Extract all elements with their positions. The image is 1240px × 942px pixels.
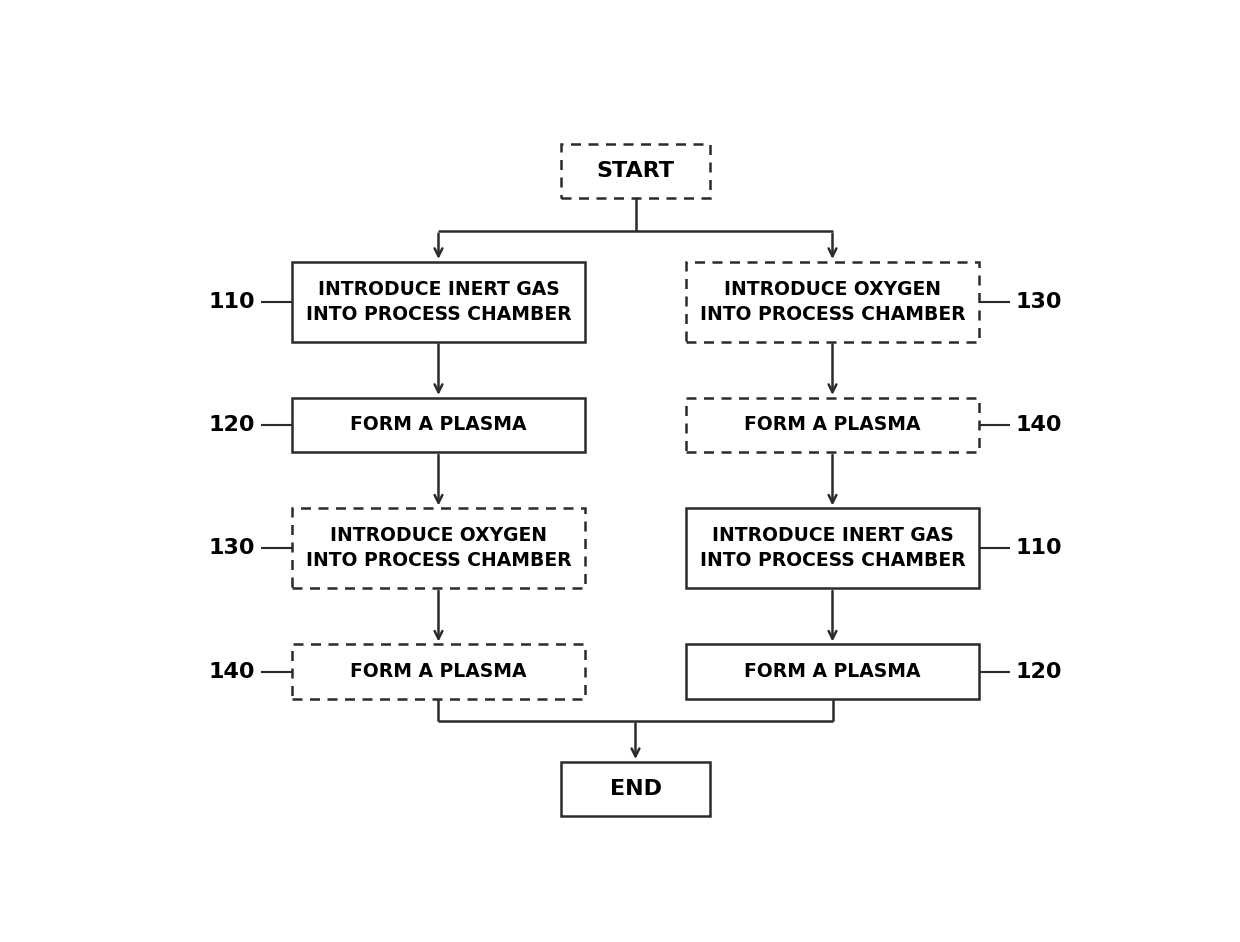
Text: INTRODUCE OXYGEN
INTO PROCESS CHAMBER: INTRODUCE OXYGEN INTO PROCESS CHAMBER <box>306 527 572 570</box>
FancyBboxPatch shape <box>560 144 711 198</box>
Text: FORM A PLASMA: FORM A PLASMA <box>350 662 527 681</box>
Text: 130: 130 <box>208 538 255 559</box>
Text: FORM A PLASMA: FORM A PLASMA <box>350 415 527 434</box>
Text: 120: 120 <box>1016 661 1063 682</box>
FancyBboxPatch shape <box>686 644 980 699</box>
FancyBboxPatch shape <box>291 398 585 452</box>
Text: 110: 110 <box>208 292 255 312</box>
Text: START: START <box>596 161 675 181</box>
FancyBboxPatch shape <box>686 262 980 342</box>
FancyBboxPatch shape <box>291 644 585 699</box>
Text: 130: 130 <box>1016 292 1063 312</box>
Text: 140: 140 <box>208 661 255 682</box>
Text: INTRODUCE OXYGEN
INTO PROCESS CHAMBER: INTRODUCE OXYGEN INTO PROCESS CHAMBER <box>699 280 965 324</box>
Text: INTRODUCE INERT GAS
INTO PROCESS CHAMBER: INTRODUCE INERT GAS INTO PROCESS CHAMBER <box>306 280 572 324</box>
Text: 110: 110 <box>1016 538 1063 559</box>
FancyBboxPatch shape <box>686 509 980 588</box>
Text: FORM A PLASMA: FORM A PLASMA <box>744 415 921 434</box>
Text: END: END <box>610 779 661 799</box>
FancyBboxPatch shape <box>291 262 585 342</box>
FancyBboxPatch shape <box>291 509 585 588</box>
FancyBboxPatch shape <box>686 398 980 452</box>
Text: FORM A PLASMA: FORM A PLASMA <box>744 662 921 681</box>
Text: 120: 120 <box>208 414 255 435</box>
FancyBboxPatch shape <box>560 762 711 817</box>
Text: INTRODUCE INERT GAS
INTO PROCESS CHAMBER: INTRODUCE INERT GAS INTO PROCESS CHAMBER <box>699 527 965 570</box>
Text: 140: 140 <box>1016 414 1063 435</box>
